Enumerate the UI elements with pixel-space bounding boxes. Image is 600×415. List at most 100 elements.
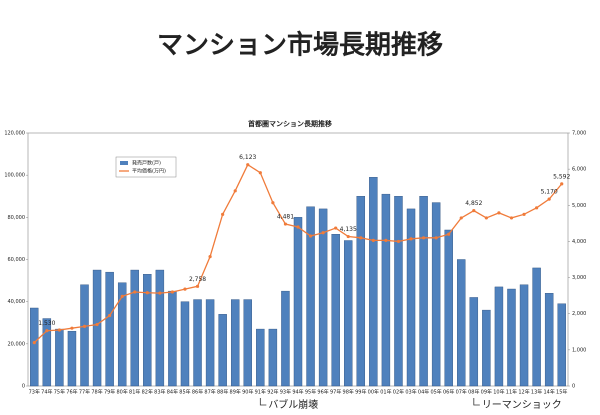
y2-tick-label: 4,000 [572,239,586,245]
y2-tick-label: 6,000 [572,167,586,173]
y2-tick-label: 7,000 [572,131,586,137]
bar [394,196,403,387]
bar [55,328,64,387]
y-tick-label: 20,000 [8,341,26,347]
x-tick-label: 85年 [179,389,190,396]
bar [419,196,428,387]
line-point [371,238,375,242]
x-tick-label: 75年 [54,389,65,396]
x-tick-label: 03年 [405,389,416,396]
bar [494,286,504,387]
x-tick-label: 96年 [317,389,328,396]
line-point [271,201,275,205]
data-label: 5,592 [553,173,570,180]
x-tick-label: 91年 [255,389,266,396]
line-point [170,290,175,294]
x-tick-label: 89年 [230,389,241,396]
line-point [509,216,514,220]
y2-tick-label: 2,000 [572,311,586,317]
annotation-bracket [473,398,480,406]
line-point [547,197,551,201]
bar [532,267,541,387]
x-tick-label: 98年 [343,389,354,396]
x-tick-label: 86年 [192,389,203,396]
annotation: バブル崩壊 [268,398,318,411]
bar [117,282,127,387]
x-tick-label: 94年 [292,389,303,396]
x-tick-label: 82年 [142,389,153,396]
x-tick-label: 11年 [506,389,517,396]
line-point [459,216,463,220]
bar [205,299,215,387]
x-tick-label: 84年 [167,389,178,396]
line-point [472,209,476,213]
x-tick-label: 74年 [41,389,52,396]
x-tick-label: 99年 [355,389,366,396]
line-point [434,236,438,240]
bar [557,303,566,387]
line-point [283,222,288,226]
x-tick-label: 13年 [531,389,542,396]
bar [344,240,353,387]
line-point [45,329,49,333]
bar [168,290,177,387]
line-point [296,225,300,229]
x-tick-label: 90年 [242,389,253,396]
x-tick-label: 88年 [217,389,228,396]
line-point [258,171,262,175]
data-label: 1,530 [38,320,55,327]
bar [193,299,202,387]
y2-tick-label: 1,000 [572,347,586,353]
bar [256,328,265,387]
x-tick-label: 10年 [493,389,504,396]
chart-title: 首都圏マンション長期推移 [248,119,332,128]
legend-box [115,156,177,178]
y-tick-label: 40,000 [8,299,26,305]
y-tick-label: 0 [22,384,25,390]
legend-label: 平均価格(万円) [132,168,166,175]
bar [406,208,416,387]
bar [80,284,89,387]
data-label: 4,481 [277,214,294,221]
data-label: 4,852 [465,200,482,207]
y-tick-label: 60,000 [8,257,26,263]
bar [230,299,240,387]
line-point [82,324,87,328]
x-tick-label: 83年 [154,389,165,396]
x-tick-label: 93年 [280,389,291,396]
line-point [334,226,338,230]
x-tick-label: 06年 [443,389,454,396]
y2-tick-label: 3,000 [572,275,586,281]
x-tick-label: 02年 [393,389,404,396]
y2-tick-label: 0 [572,384,575,390]
bar [507,288,516,387]
line-point [57,328,61,332]
x-tick-label: 05年 [430,389,441,396]
y-tick-label: 100,000 [4,173,25,179]
data-label: 6,123 [239,154,256,161]
x-tick-label: 08年 [468,389,479,396]
x-tick-label: 73年 [29,389,40,396]
x-tick-label: 01年 [380,389,391,396]
line-point [346,234,350,239]
bar [268,328,278,387]
line-point [183,287,187,291]
line-point [560,182,564,186]
line-point [95,322,99,327]
x-tick-label: 09年 [481,389,492,396]
bar [381,193,391,387]
line-point [70,326,74,330]
x-tick-label: 15年 [556,389,567,396]
line-point [195,284,200,288]
line-point [535,206,539,210]
bar [67,330,77,387]
bar [356,196,366,387]
y-tick-label: 120,000 [4,131,25,137]
bar [243,299,252,387]
x-tick-label: 04年 [418,389,429,396]
bar [218,314,227,387]
page-title: マンション市場長期推移 [157,30,443,61]
x-tick-label: 79年 [104,389,115,396]
line-point [447,232,451,236]
line-point [522,212,526,216]
